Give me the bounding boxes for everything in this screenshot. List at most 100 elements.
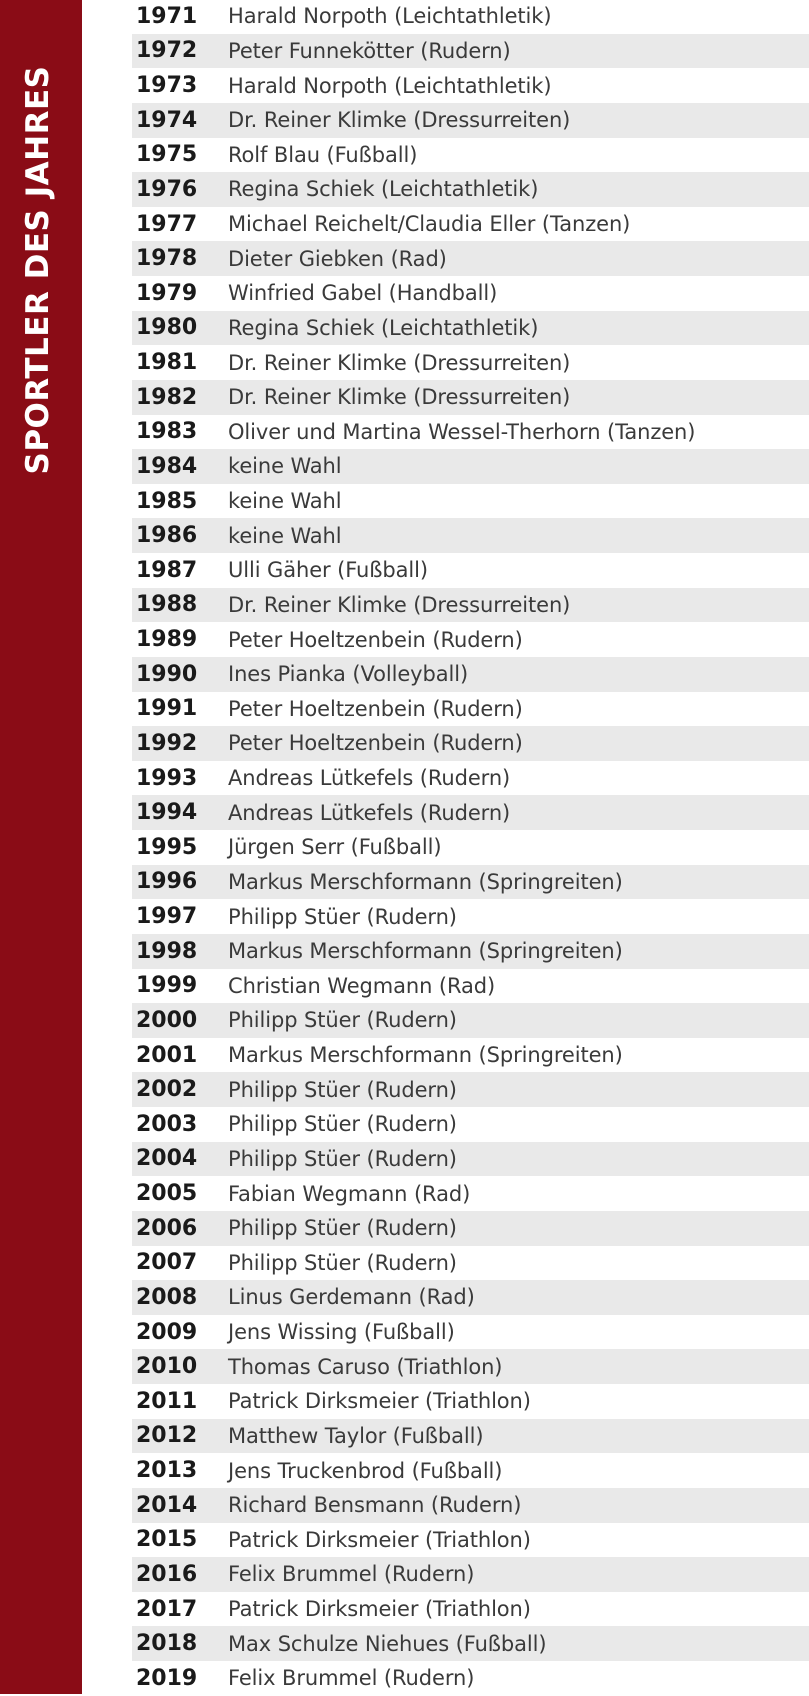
athlete-name: Philipp Stüer (Rudern) [228,904,457,929]
athlete-name: Patrick Dirksmeier (Triathlon) [228,1527,531,1552]
year-label: 1984 [136,453,198,479]
athlete-name: Harald Norpoth (Leichtathletik) [228,73,552,98]
year-label: 1976 [136,176,198,202]
year-label: 2011 [136,1388,198,1414]
sidebar-title: SPORTLER DES JAHRES [20,65,56,475]
athlete-name: keine Wahl [228,489,342,514]
athlete-name: Dr. Reiner Klimke (Dressurreiten) [228,108,571,133]
year-label: 2014 [136,1492,198,1518]
list-item: 1987 Ulli Gäher (Fußball) [132,553,809,588]
list-item: 2010 Thomas Caruso (Triathlon) [132,1349,809,1384]
year-label: 1982 [136,384,198,410]
year-label: 2019 [136,1665,198,1691]
list-item: 1985 keine Wahl [132,484,809,519]
athlete-name: Matthew Taylor (Fußball) [228,1423,484,1448]
athlete-name: Peter Hoeltzenbein (Rudern) [228,731,523,756]
list-item: 1980 Regina Schiek (Leichtathletik) [132,310,809,346]
list-item: 1977 Michael Reichelt/Claudia Eller (Tanz… [132,207,809,242]
athlete-name: Michael Reichelt/Claudia Eller (Tanzen) [228,212,631,237]
athlete-name: Patrick Dirksmeier (Triathlon) [228,1597,531,1622]
list-item: 1997 Philipp Stüer (Rudern) [132,899,809,934]
athlete-name: Dr. Reiner Klimke (Dressurreiten) [228,592,571,617]
athlete-name: keine Wahl [228,523,342,548]
list-item: 1981 Dr. Reiner Klimke (Dressurreiten) [132,345,809,380]
athlete-name: Patrick Dirksmeier (Triathlon) [228,1389,531,1414]
list-item: 2014 Richard Bensmann (Rudern) [132,1487,809,1523]
year-label: 2018 [136,1631,198,1657]
athlete-name: Felix Brummel (Rudern) [228,1666,475,1691]
athlete-name: Markus Merschformann (Springreiten) [228,1043,623,1068]
year-label: 2006 [136,1215,198,1241]
year-label: 1990 [136,661,198,687]
athlete-name: Dieter Giebken (Rad) [228,246,447,271]
year-label: 1995 [136,834,198,860]
list-item: 2001 Markus Merschformann (Springreiten) [132,1038,809,1073]
athlete-name: Markus Merschformann (Springreiten) [228,869,623,894]
list-item: 1990 Ines Pianka (Volleyball) [132,656,809,692]
athlete-name: Philipp Stüer (Rudern) [228,1250,457,1275]
year-label: 1972 [136,38,198,64]
year-label: 1974 [136,107,198,133]
year-label: 1980 [136,315,198,341]
list-item: 1988 Dr. Reiner Klimke (Dressurreiten) [132,587,809,623]
athlete-name: Dr. Reiner Klimke (Dressurreiten) [228,385,571,410]
year-label: 1992 [136,730,198,756]
athlete-name: Jens Wissing (Fußball) [228,1320,455,1345]
list-item: 1978 Dieter Giebken (Rad) [132,241,809,276]
year-label: 1999 [136,973,198,999]
year-label: 1971 [136,3,198,29]
list-item: 2004 Philipp Stüer (Rudern) [132,1141,809,1177]
list-item: 2013 Jens Truckenbrod (Fußball) [132,1453,809,1488]
athlete-name: Rolf Blau (Fußball) [228,142,418,167]
list-item: 1976 Regina Schiek (Leichtathletik) [132,172,809,207]
athlete-name: Philipp Stüer (Rudern) [228,1216,457,1241]
athlete-name: Andreas Lütkefels (Rudern) [228,800,511,825]
list-item: 1983 Oliver und Martina Wessel-Therhorn (… [132,415,809,450]
list-item: 1972 Peter Funnekötter (Rudern) [132,33,809,69]
list-item: 1986 keine Wahl [132,518,809,553]
sidebar-band: SPORTLER DES JAHRES [0,0,82,1694]
list-item: 1994 Andreas Lütkefels (Rudern) [132,795,809,830]
year-label: 1977 [136,211,198,237]
year-label: 1983 [136,419,198,445]
list-item: 1999 Christian Wegmann (Rad) [132,969,809,1004]
year-label: 2008 [136,1284,198,1310]
athlete-name: Peter Hoeltzenbein (Rudern) [228,696,523,721]
list-item: 2003 Philipp Stüer (Rudern) [132,1107,809,1142]
athlete-name: Markus Merschformann (Springreiten) [228,939,623,964]
year-label: 2017 [136,1596,198,1622]
list-item: 2000 Philipp Stüer (Rudern) [132,1003,809,1038]
year-label: 2002 [136,1077,198,1103]
athlete-name: Max Schulze Niehues (Fußball) [228,1631,547,1656]
list-item: 1989 Peter Hoeltzenbein (Rudern) [132,622,809,657]
athlete-name: Felix Brummel (Rudern) [228,1562,475,1587]
year-label: 2004 [136,1146,198,1172]
athlete-name: Philipp Stüer (Rudern) [228,1146,457,1171]
athlete-name: Oliver und Martina Wessel-Therhorn (Tanz… [228,419,696,444]
year-label: 2010 [136,1354,198,1380]
list-item: 2012 Matthew Taylor (Fußball) [132,1418,809,1454]
year-label: 2005 [136,1181,198,1207]
athlete-name: Peter Hoeltzenbein (Rudern) [228,627,523,652]
list-item: 1984 keine Wahl [132,449,809,484]
year-label: 1985 [136,488,198,514]
athlete-name: Fabian Wegmann (Rad) [228,1181,471,1206]
year-label: 1978 [136,246,198,272]
list-item: 2005 Fabian Wegmann (Rad) [132,1176,809,1211]
list-item: 1996 Markus Merschformann (Springreiten) [132,864,809,900]
athlete-name: Philipp Stüer (Rudern) [228,1008,457,1033]
year-label: 2015 [136,1527,198,1553]
athlete-name: Jürgen Serr (Fußball) [228,835,442,860]
list-item: 1973 Harald Norpoth (Leichtathletik) [132,68,809,103]
list-item: 2019 Felix Brummel (Rudern) [132,1661,809,1696]
year-label: 1996 [136,869,198,895]
athlete-name: Regina Schiek (Leichtathletik) [228,177,539,202]
athlete-name: Harald Norpoth (Leichtathletik) [228,4,552,29]
athlete-name: Ines Pianka (Volleyball) [228,662,469,687]
athlete-name: Philipp Stüer (Rudern) [228,1077,457,1102]
list-item: 2017 Patrick Dirksmeier (Triathlon) [132,1592,809,1627]
list-item: 1982 Dr. Reiner Klimke (Dressurreiten) [132,379,809,415]
athlete-name: Jens Truckenbrod (Fußball) [228,1458,503,1483]
list-item: 2011 Patrick Dirksmeier (Triathlon) [132,1384,809,1419]
list-item: 1995 Jürgen Serr (Fußball) [132,830,809,865]
